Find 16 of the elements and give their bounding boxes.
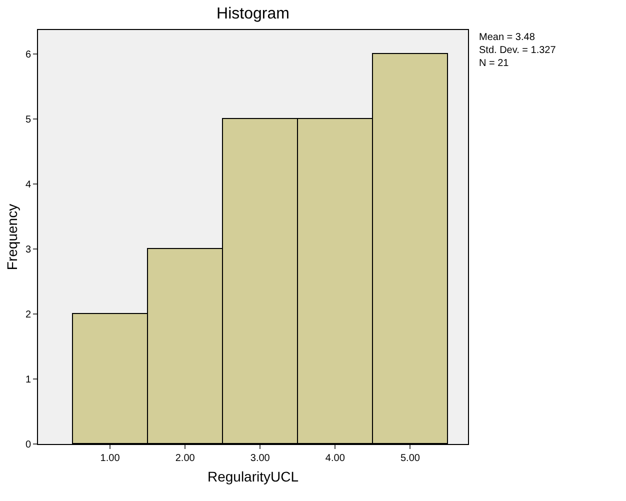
- y-tick-label: 6: [25, 50, 32, 61]
- x-tick-label: 1.00: [100, 453, 120, 464]
- y-tick-label: 1: [25, 374, 32, 386]
- x-tick-label: 3.00: [250, 453, 270, 464]
- x-tick-label: 4.00: [325, 453, 346, 464]
- y-tick-label: 0: [25, 440, 32, 450]
- text: Mean = 3.48 Std. Dev. = 1.327 N = 21: [479, 32, 556, 69]
- y-axis-title: Frequency: [4, 204, 20, 270]
- chart-title: Histogram: [216, 6, 290, 23]
- y-tick-label: 5: [25, 114, 32, 126]
- y-tick-label: 4: [25, 180, 32, 191]
- x-axis-title: RegularityUCL: [207, 468, 299, 484]
- y-tick-label: 3: [25, 244, 32, 256]
- y-tick-label: 2: [25, 310, 32, 321]
- x-tick-label: 2.00: [175, 453, 196, 464]
- x-tick-label: 5.00: [400, 453, 420, 464]
